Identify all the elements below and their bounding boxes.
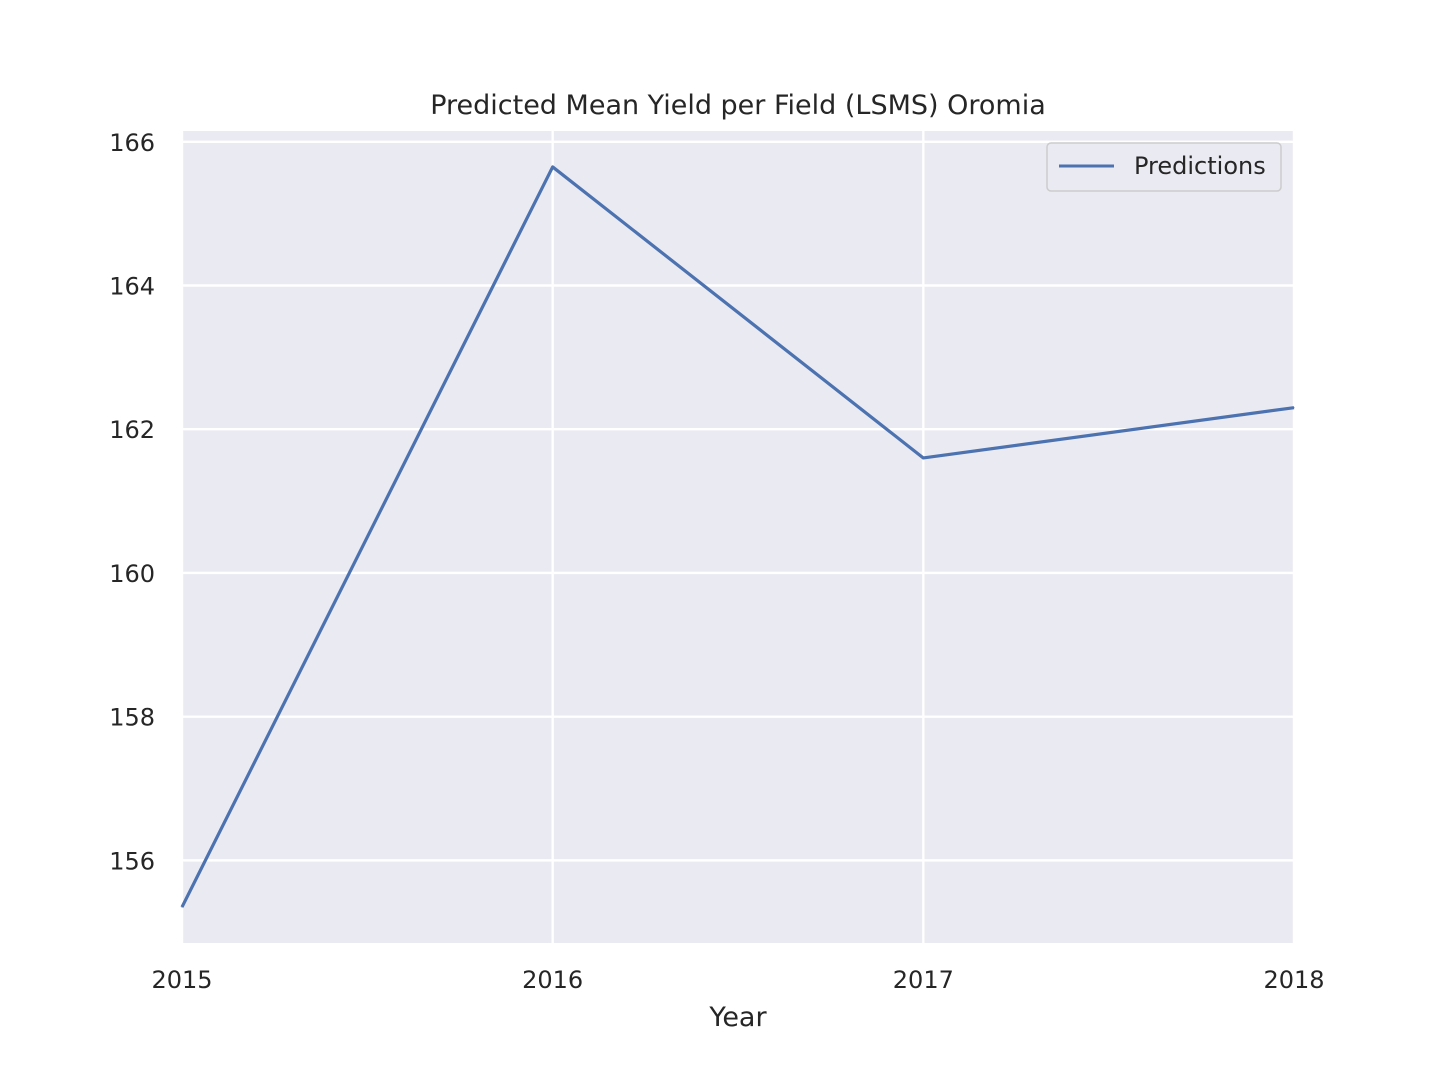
x-tick-labels: 2015 2016 2017 2018 bbox=[151, 966, 1324, 994]
series-line-predictions bbox=[180, 165, 1295, 908]
data-point bbox=[922, 457, 924, 459]
y-tick-label: 166 bbox=[109, 129, 155, 157]
y-tick-label: 162 bbox=[109, 416, 155, 444]
x-tick-label: 2017 bbox=[893, 966, 954, 994]
y-tick-label: 164 bbox=[109, 272, 155, 300]
x-tick-label: 2015 bbox=[151, 966, 212, 994]
y-tick-labels: 156 158 160 162 164 166 bbox=[109, 129, 155, 876]
data-point bbox=[181, 906, 183, 908]
x-tick-label: 2018 bbox=[1263, 966, 1324, 994]
y-tick-label: 158 bbox=[109, 704, 155, 732]
legend: Predictions bbox=[1046, 142, 1282, 192]
legend-box bbox=[1046, 142, 1282, 192]
y-tick-label: 160 bbox=[109, 560, 155, 588]
series-layer bbox=[180, 165, 1295, 908]
grid-lines bbox=[180, 131, 1296, 943]
x-tick-label: 2016 bbox=[522, 966, 583, 994]
x-axis-label: Year bbox=[708, 1002, 767, 1033]
plot-background bbox=[182, 131, 1294, 943]
chart-title: Predicted Mean Yield per Field (LSMS) Or… bbox=[430, 90, 1046, 121]
legend-label-predictions: Predictions bbox=[1134, 152, 1266, 180]
y-tick-label: 156 bbox=[109, 847, 155, 875]
data-point bbox=[1293, 407, 1295, 409]
data-point bbox=[552, 166, 554, 168]
